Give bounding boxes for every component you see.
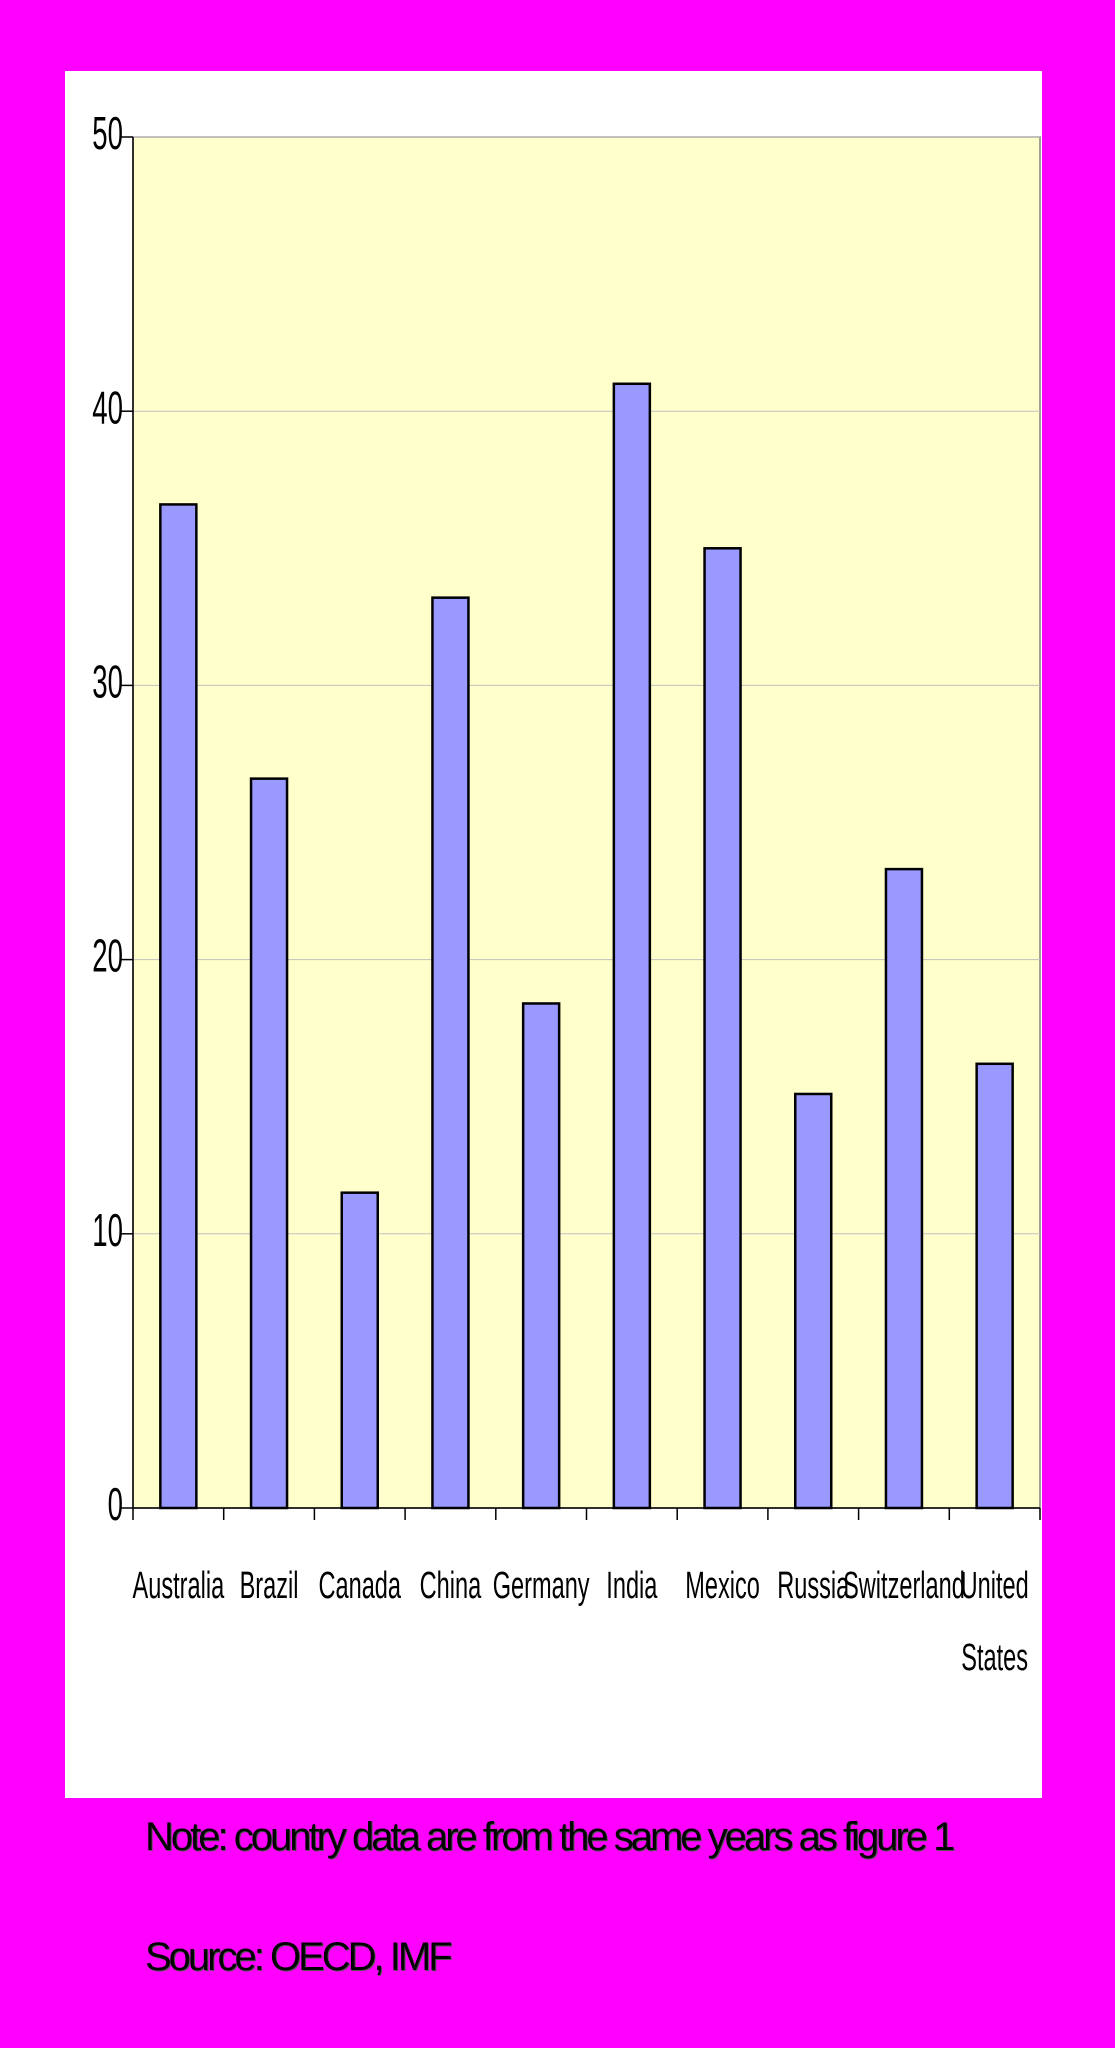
x-tick-label-mexico: Mexico xyxy=(685,1563,760,1606)
bar-mexico xyxy=(703,547,742,1510)
bar-germany xyxy=(521,1002,561,1510)
chart-frame: 0 10 20 30 40 50 Australia Brazil Canada China Ger… xyxy=(65,71,1042,1798)
bar-russia xyxy=(794,1092,833,1510)
chart-source: Source: OECD, IMF xyxy=(145,1935,453,1979)
chart-note: Note: country data are from the same yea… xyxy=(145,1815,955,1859)
x-tick-label-canada: Canada xyxy=(318,1563,401,1606)
y-tick-label-0: 0 xyxy=(108,1480,123,1531)
x-tick-label-united-states: United States xyxy=(961,1563,1029,1678)
y-tick-label-40: 40 xyxy=(92,383,123,434)
x-tick-label-india: India xyxy=(606,1563,657,1606)
bar-australia xyxy=(159,503,198,1510)
x-tick-label-switzerland: Switzerland xyxy=(843,1563,965,1606)
bar-china xyxy=(431,596,470,1510)
y-tick-label-30: 30 xyxy=(92,658,123,709)
bar-chart: 0 10 20 30 40 50 Australia Brazil Canada China Ger… xyxy=(92,109,1041,1678)
bar-india xyxy=(612,382,652,1510)
y-tick-label-20: 20 xyxy=(92,932,123,983)
x-tick-label-russia: Russia xyxy=(777,1563,849,1606)
y-tick-label-50: 50 xyxy=(92,109,123,160)
bar-switzerland xyxy=(884,867,924,1510)
x-tick-label-germany: Germany xyxy=(493,1563,590,1606)
bar-united-states xyxy=(975,1062,1014,1510)
x-tick-label-brazil: Brazil xyxy=(240,1563,299,1606)
x-tick-label-australia: Australia xyxy=(133,1563,225,1606)
bar-canada xyxy=(340,1191,379,1510)
y-tick-label-10: 10 xyxy=(92,1206,123,1257)
bar-brazil xyxy=(249,777,289,1510)
x-tick-label-china: China xyxy=(420,1563,482,1606)
